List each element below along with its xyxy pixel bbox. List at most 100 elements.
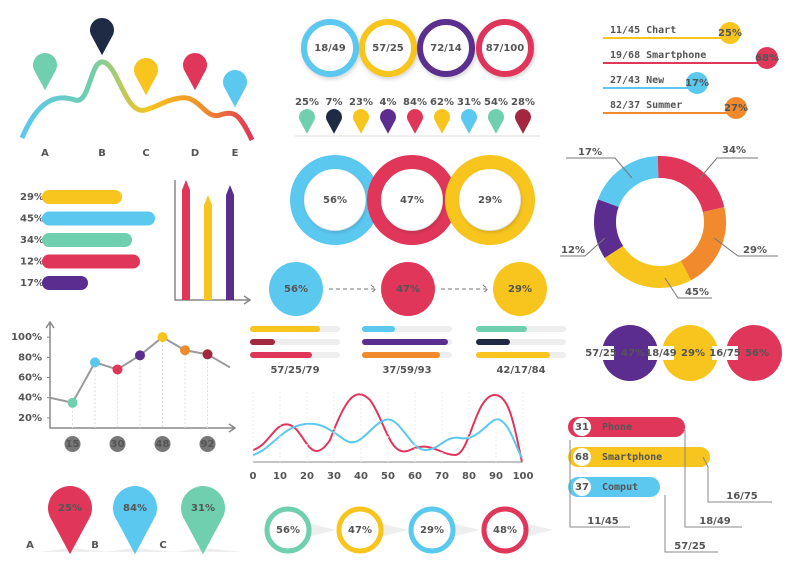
ring-inner xyxy=(305,170,365,230)
donut-segment xyxy=(657,156,725,213)
y-tick-label: 20% xyxy=(18,413,42,424)
ring-label: 29% xyxy=(478,195,502,206)
bar-list-bar xyxy=(42,190,122,204)
callout-number: 68 xyxy=(575,452,589,463)
callout-note: 11/45 xyxy=(587,516,619,527)
y-tick-label: 80% xyxy=(18,352,42,363)
wave-tick-label: 80 xyxy=(462,471,476,482)
callout-leader xyxy=(569,440,630,528)
ratio-label: 87/100 xyxy=(486,43,524,54)
tag-badge xyxy=(686,72,708,94)
donut-leader xyxy=(713,237,778,257)
callout-badge xyxy=(573,448,591,466)
wave-pin xyxy=(183,53,208,91)
trio-circle xyxy=(662,325,718,381)
wave-pin xyxy=(223,70,248,108)
trio-circle xyxy=(726,325,782,381)
line-point xyxy=(67,397,78,408)
pin-row-pin xyxy=(515,109,531,134)
trio-circle xyxy=(602,325,658,381)
line-point xyxy=(90,357,100,368)
wave-tick-label: 10 xyxy=(273,471,287,482)
tag-text: 19/68 Smartphone xyxy=(610,50,706,61)
progress-bar xyxy=(250,326,320,332)
wave-tick-label: 60 xyxy=(408,471,422,482)
pin-row-label: 7% xyxy=(326,97,343,108)
tag-text: 11/45 Chart xyxy=(610,25,676,36)
tag-text: 27/43 New xyxy=(610,75,665,86)
donut-label: 45% xyxy=(685,287,709,298)
trio-caption: 16/75 xyxy=(709,348,741,359)
progress-bar xyxy=(250,339,275,345)
tag-badge xyxy=(725,97,747,119)
callout-leader xyxy=(664,495,718,553)
bottom-pin xyxy=(181,486,225,555)
wave-letter: C xyxy=(142,148,149,159)
trio-tag xyxy=(712,346,738,360)
progress-bar xyxy=(250,352,312,358)
bottom-pin-label: 84% xyxy=(123,503,147,514)
pin-row-pin xyxy=(352,109,369,134)
callout-number: 37 xyxy=(575,482,589,493)
bar-list-label: 45% xyxy=(20,214,44,225)
flow-label: 29% xyxy=(508,284,532,295)
tag-badge xyxy=(756,47,778,69)
ratio-ring xyxy=(417,19,475,77)
wave-pin xyxy=(90,18,114,56)
progress-bar xyxy=(362,352,440,358)
bar-list-bar xyxy=(42,276,88,290)
circle-tail xyxy=(303,522,336,538)
wave-tick-label: 50 xyxy=(381,471,395,482)
donut-segment xyxy=(680,207,726,281)
wave-tick-label: 100 xyxy=(513,471,534,482)
donut-label: 12% xyxy=(561,245,585,256)
y-tick-label: 100% xyxy=(11,332,42,343)
tag-badge xyxy=(719,22,741,44)
bottom-ring xyxy=(336,506,384,554)
callout-text: Comput xyxy=(602,482,638,493)
pin-row-pin xyxy=(434,109,450,134)
progress-bar xyxy=(476,326,527,332)
ratio-label: 57/25 xyxy=(372,43,404,54)
ring-inner xyxy=(382,170,442,230)
line-point xyxy=(202,349,213,360)
wave-tick-label: 40 xyxy=(354,471,368,482)
line-point xyxy=(135,350,145,361)
wave-line xyxy=(19,59,255,142)
pin-row-label: 28% xyxy=(511,97,535,108)
ring-label: 47% xyxy=(400,195,424,206)
donut-leader xyxy=(566,157,633,179)
pin-row-pin xyxy=(298,109,315,134)
wave-tick-label: 0 xyxy=(250,471,257,482)
tag-badge-label: 25% xyxy=(718,28,742,39)
callout-badge xyxy=(573,418,591,436)
bottom-pin-letter: A xyxy=(26,540,34,551)
pin-row-label: 25% xyxy=(295,97,319,108)
ratio-ring xyxy=(476,19,534,77)
bottom-pin xyxy=(48,486,92,555)
wave-letter: B xyxy=(98,148,106,159)
donut-leader xyxy=(664,277,712,299)
ratio-ring xyxy=(359,19,417,77)
pin-row-label: 31% xyxy=(457,97,481,108)
bottom-pin-label: 31% xyxy=(191,503,215,514)
pin-row-label: 84% xyxy=(403,97,427,108)
bottom-pin-letter: C xyxy=(159,540,166,551)
flow-arrow xyxy=(329,284,377,294)
trio-label: 56% xyxy=(745,348,769,359)
bottom-ring xyxy=(408,506,456,554)
bar-list-bar xyxy=(42,254,140,269)
wave-tick-label: 70 xyxy=(435,471,449,482)
pin-row-label: 23% xyxy=(349,97,373,108)
bottom-circle-label: 47% xyxy=(348,525,372,536)
trio-caption: 18/49 xyxy=(645,348,677,359)
flow-circle xyxy=(381,262,435,316)
donut-label: 34% xyxy=(722,145,746,156)
pin-row-label: 62% xyxy=(430,97,454,108)
bar-list-bar xyxy=(42,211,155,226)
progress-caption: 37/59/93 xyxy=(382,365,431,376)
wave-tick-label: 20 xyxy=(300,471,314,482)
trio-tag xyxy=(588,346,614,360)
arrow-bar xyxy=(182,180,190,300)
